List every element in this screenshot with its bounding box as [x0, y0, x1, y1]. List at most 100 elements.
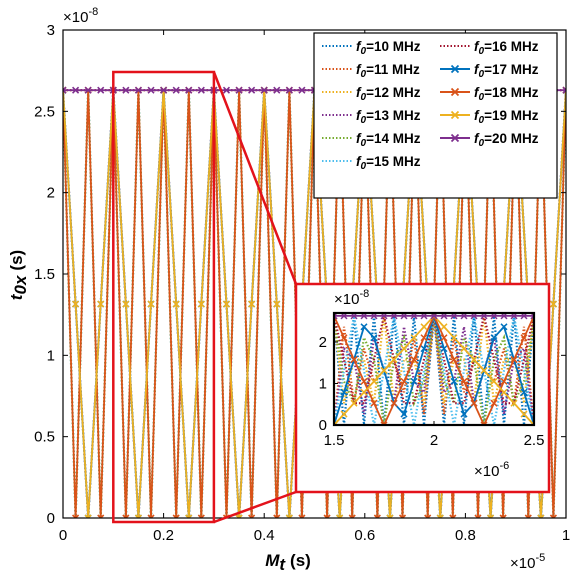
series-marker-10-19 — [298, 86, 306, 94]
inset-series-marker-7-3 — [360, 323, 368, 331]
series-marker-9-1 — [72, 300, 80, 308]
series-marker-9-2 — [84, 514, 92, 518]
series-marker-8-7 — [147, 514, 155, 518]
inset-series-marker-8-15 — [480, 421, 488, 425]
legend-label-8: f0=18 MHz — [474, 85, 539, 103]
inset-series-marker-9-9 — [420, 323, 428, 331]
series-marker-8-11 — [197, 514, 205, 518]
x-tick-label-1: 0.2 — [153, 527, 174, 544]
legend-label-10: f0=20 MHz — [474, 131, 539, 149]
series-marker-8-21 — [323, 514, 331, 518]
inset-y-tick-label-1: 1 — [319, 376, 327, 393]
series-marker-8-25 — [373, 514, 381, 518]
inset-series-marker-8-11 — [440, 334, 448, 342]
inset-series-marker-9-20 — [530, 421, 534, 425]
series-marker-8-27 — [398, 514, 407, 518]
inset-series-marker-8-16 — [490, 399, 498, 407]
series-marker-8-15 — [248, 514, 256, 518]
legend-label-0: f0=10 MHz — [356, 39, 421, 57]
inset-series-marker-8-6 — [390, 399, 398, 407]
series-marker-9-7 — [147, 300, 155, 308]
series-marker-10-1 — [72, 86, 80, 94]
series-marker-10-8 — [160, 86, 168, 94]
legend-marker-9 — [450, 110, 460, 120]
y-tick-label-5: 2.5 — [34, 103, 55, 120]
x-axis-label: Mt (s) — [265, 551, 311, 574]
series-marker-9-34 — [486, 514, 495, 518]
inset-series-marker-8-8 — [410, 356, 418, 364]
series-marker-10-14 — [235, 86, 243, 94]
series-marker-8-5 — [122, 514, 130, 518]
inset-series-marker-8-5 — [380, 421, 388, 425]
series-marker-8-3 — [97, 514, 105, 518]
series-marker-10-18 — [285, 86, 293, 94]
series-marker-9-5 — [122, 300, 130, 308]
legend-marker-10 — [450, 133, 460, 143]
inset-x-scale-label: ×10-6 — [474, 460, 509, 480]
series-marker-9-11 — [197, 300, 205, 308]
series-marker-8-39 — [549, 514, 557, 518]
inset-series-marker-7-17 — [500, 323, 508, 331]
inset-series-marker-8-4 — [370, 399, 378, 407]
inset-ticks: 1.5 2 2.5 0 1 2 — [319, 334, 545, 449]
inset-series-marker-8-18 — [510, 356, 518, 364]
legend: f0=10 MHz f0=11 MHz f0=12 MHz f0=13 MHz f0=1… — [313, 32, 558, 199]
inset-series-marker-7-12 — [450, 377, 458, 385]
series-marker-10-3 — [97, 86, 105, 94]
series-marker-9-38 — [537, 514, 545, 518]
inset-y-tick-label-2: 2 — [319, 334, 327, 351]
series-marker-8-1 — [72, 514, 80, 518]
x-tick-label-4: 0.8 — [455, 527, 476, 544]
legend-marker-7 — [450, 64, 460, 74]
series-marker-10-10 — [185, 86, 193, 94]
x-tick-label-3: 0.6 — [354, 527, 375, 544]
inset-y-tick-label-0: 0 — [319, 417, 327, 434]
y-tick-label-1: 0.5 — [34, 429, 55, 446]
inset-series-marker-9-7 — [400, 345, 408, 353]
y-tick-label-4: 2 — [47, 185, 55, 202]
series-marker-10-17 — [273, 86, 281, 94]
inset-series-marker-8-9 — [420, 334, 428, 342]
inset-series-marker-8-17 — [500, 377, 508, 385]
inset-series-marker-7-19 — [520, 388, 528, 396]
legend-label-7: f0=17 MHz — [474, 62, 539, 80]
series-marker-8-29 — [424, 514, 432, 518]
series-marker-9-15 — [248, 300, 256, 308]
y-tick-label-3: 1.5 — [34, 266, 55, 283]
inset-series-marker-8-3 — [360, 377, 368, 385]
inset-x-tick-label-1: 2 — [430, 432, 438, 449]
inset-series-marker-9-13 — [460, 345, 468, 353]
series-marker-8-37 — [524, 514, 532, 518]
inset-series-marker-7-7 — [400, 410, 408, 418]
series-marker-10-0 — [63, 86, 67, 94]
inset-series-marker-9-19 — [520, 410, 528, 418]
inset-series-marker-9-8 — [410, 334, 418, 342]
legend-label-4: f0=14 MHz — [356, 131, 421, 149]
series-marker-9-18 — [285, 514, 293, 518]
inset-series-marker-7-9 — [420, 345, 428, 353]
series-marker-8-23 — [348, 514, 356, 518]
series-marker-9-13 — [222, 300, 231, 308]
series-marker-9-10 — [185, 514, 193, 518]
inset-series-marker-7-8 — [410, 377, 418, 385]
series-marker-10-6 — [134, 86, 143, 94]
legend-box — [313, 32, 558, 199]
inset-series-marker-8-14 — [470, 399, 478, 407]
inset-series-marker-8-1 — [340, 334, 348, 342]
inset-series-marker-8-12 — [450, 356, 458, 364]
inset-series-marker-8-13 — [460, 377, 468, 385]
inset-series-marker-9-4 — [370, 377, 378, 385]
inset-series-marker-9-14 — [470, 356, 478, 364]
inset-y-scale-label: ×10-8 — [334, 288, 369, 308]
inset-x-tick-label-0: 1.5 — [324, 432, 345, 449]
legend-label-3: f0=13 MHz — [356, 108, 421, 126]
legend-label-1: f0=11 MHz — [356, 62, 420, 80]
series-marker-9-22 — [336, 514, 344, 518]
series-marker-10-11 — [197, 86, 205, 94]
series-marker-10-7 — [147, 86, 155, 94]
zoom-connector-top — [212, 71, 298, 285]
series-marker-8-17 — [273, 514, 281, 518]
series-marker-9-39 — [549, 300, 557, 308]
x-tick-label-2: 0.4 — [254, 527, 275, 544]
